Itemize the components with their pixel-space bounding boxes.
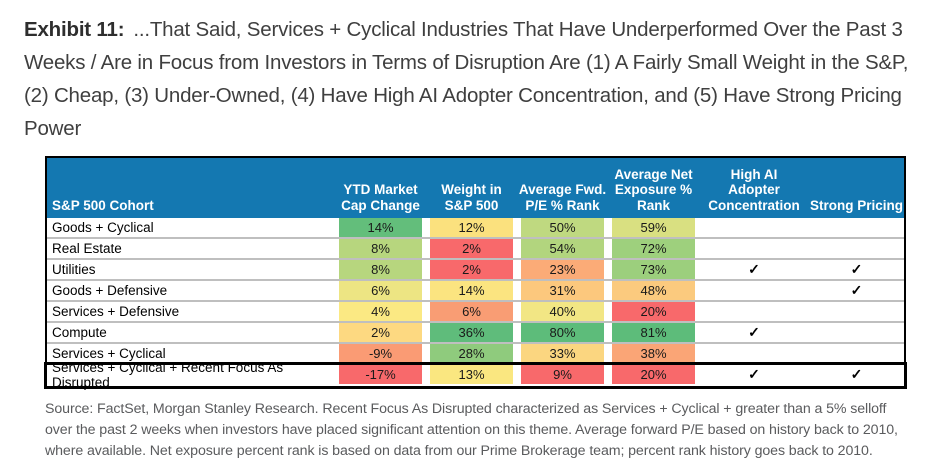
strong-pricing-checkmark (809, 218, 904, 237)
table-row: Services + Defensive 4% 6% 40% 20% (47, 302, 904, 323)
net-exposure-chip: 20% (612, 302, 695, 321)
strong-pricing-checkmark: ✓ (850, 366, 863, 382)
weight-value-chip: 13% (430, 365, 513, 384)
strong-pricing-checkmark: ✓ (850, 282, 863, 298)
high-ai-checkmark (699, 302, 809, 321)
strong-pricing-checkmark (809, 344, 904, 363)
table-row: Real Estate 8% 2% 54% 72% (47, 239, 904, 260)
net-exposure-chip: 72% (612, 239, 695, 258)
strong-pricing-checkmark (809, 323, 904, 342)
table-row: Services + Cyclical -9% 28% 33% 38% (47, 344, 904, 365)
source-note: Source: FactSet, Morgan Stanley Research… (45, 401, 898, 459)
header-cohort: S&P 500 Cohort (52, 197, 154, 213)
table-row-highlighted: Services + Cyclical + Recent Focus As Di… (47, 359, 904, 390)
table-row: Goods + Defensive 6% 14% 31% 48% ✓ (47, 281, 904, 302)
high-ai-checkmark (699, 218, 809, 237)
header-weight-in-sp500: Weight in S&P 500 (441, 182, 502, 213)
strong-pricing-checkmark (809, 239, 904, 258)
table-row: Compute 2% 36% 80% 81% ✓ (47, 323, 904, 344)
header-avg-net-exposure-rank: Average Net Exposure % Rank (614, 166, 693, 213)
weight-value-chip: 36% (430, 323, 513, 342)
weight-value-chip: 2% (430, 260, 513, 279)
header-high-ai-adopter-concentration: High AI Adopter Concentration (708, 166, 800, 213)
strong-pricing-checkmark: ✓ (850, 261, 863, 277)
ytd-value-chip: -17% (339, 365, 422, 384)
high-ai-checkmark (699, 239, 809, 258)
net-exposure-chip: 48% (612, 281, 695, 300)
net-exposure-chip: 20% (612, 365, 695, 384)
net-exposure-chip: 73% (612, 260, 695, 279)
header-ytd-market-cap-change: YTD Market Cap Change (341, 182, 420, 213)
ytd-value-chip: 2% (339, 323, 422, 342)
cohort-heatmap-table: S&P 500 Cohort YTD Market Cap Change Wei… (45, 156, 906, 390)
high-ai-checkmark: ✓ (748, 324, 760, 340)
header-avg-fwd-pe-rank: Average Fwd. P/E % Rank (518, 182, 607, 213)
weight-value-chip: 14% (430, 281, 513, 300)
cohort-cell: Goods + Cyclical (52, 220, 154, 235)
weight-value-chip: 28% (430, 344, 513, 363)
ytd-value-chip: 6% (339, 281, 422, 300)
net-exposure-chip: 59% (612, 218, 695, 237)
cohort-cell: Services + Cyclical (52, 346, 166, 361)
net-exposure-chip: 81% (612, 323, 695, 342)
cohort-cell: Services + Defensive (52, 304, 180, 319)
weight-value-chip: 6% (430, 302, 513, 321)
weight-value-chip: 12% (430, 218, 513, 237)
exhibit-label: Exhibit 11: (24, 18, 125, 41)
table-header-row: S&P 500 Cohort YTD Market Cap Change Wei… (47, 158, 904, 218)
ytd-value-chip: 8% (339, 239, 422, 258)
cohort-cell: Goods + Defensive (52, 283, 168, 298)
pe-rank-chip: 9% (521, 365, 604, 384)
ytd-value-chip: 14% (339, 218, 422, 237)
pe-rank-chip: 40% (521, 302, 604, 321)
net-exposure-chip: 38% (612, 344, 695, 363)
pe-rank-chip: 80% (521, 323, 604, 342)
high-ai-checkmark: ✓ (748, 366, 760, 382)
ytd-value-chip: -9% (339, 344, 422, 363)
header-strong-pricing: Strong Pricing (809, 197, 903, 213)
ytd-value-chip: 4% (339, 302, 422, 321)
cohort-cell: Real Estate (52, 241, 122, 256)
cohort-cell: Services + Cyclical + Recent Focus As Di… (52, 359, 284, 390)
pe-rank-chip: 33% (521, 344, 604, 363)
ytd-value-chip: 8% (339, 260, 422, 279)
cohort-cell: Utilities (52, 262, 96, 277)
strong-pricing-checkmark (809, 302, 904, 321)
high-ai-checkmark: ✓ (748, 261, 760, 277)
page-title: Exhibit 11: ...That Said, Services + Cycl… (24, 13, 910, 145)
high-ai-checkmark (699, 344, 809, 363)
pe-rank-chip: 50% (521, 218, 604, 237)
high-ai-checkmark (699, 281, 809, 300)
exhibit-title-text: ...That Said, Services + Cyclical Indust… (24, 18, 909, 140)
table-row: Utilities 8% 2% 23% 73% ✓ ✓ (47, 260, 904, 281)
pe-rank-chip: 23% (521, 260, 604, 279)
pe-rank-chip: 54% (521, 239, 604, 258)
cohort-cell: Compute (52, 325, 107, 340)
pe-rank-chip: 31% (521, 281, 604, 300)
table-row: Goods + Cyclical 14% 12% 50% 59% (47, 218, 904, 239)
weight-value-chip: 2% (430, 239, 513, 258)
